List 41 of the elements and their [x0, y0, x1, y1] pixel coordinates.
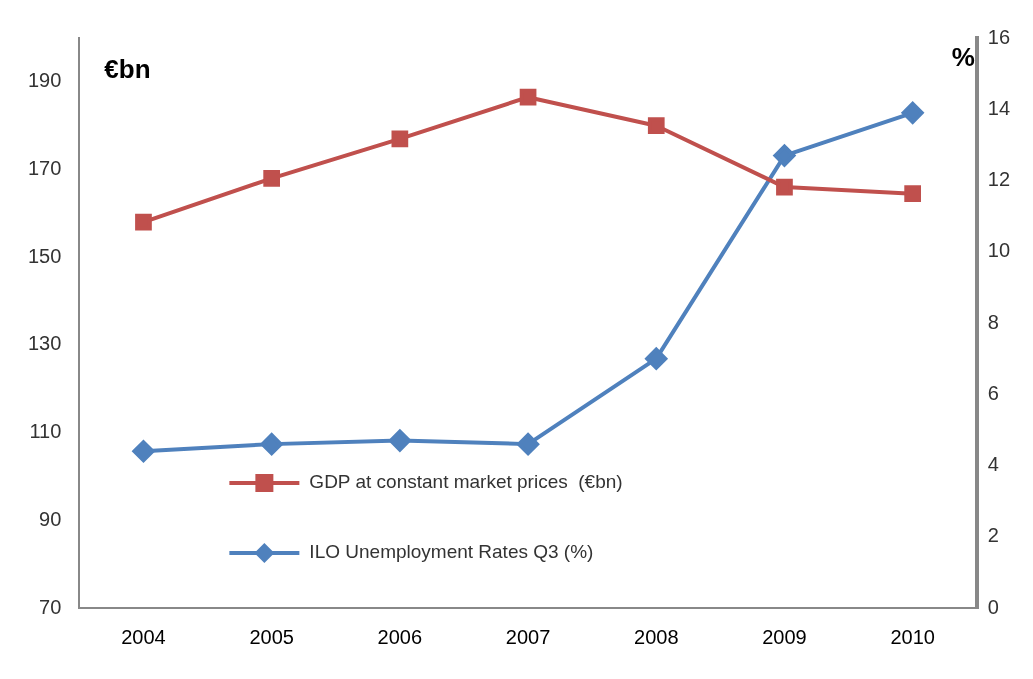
y-tick-label: 130	[27, 332, 62, 355]
y-tick-label: 90	[39, 507, 62, 530]
point	[647, 117, 665, 135]
point	[517, 433, 540, 456]
x-tick-label: 2004	[121, 625, 166, 648]
point	[388, 429, 411, 452]
y2-tick-label: 2	[987, 524, 999, 547]
point	[519, 88, 537, 106]
y-tick-label: 190	[27, 69, 62, 92]
point	[263, 169, 281, 187]
legend-label: ILO Unemployment Rates Q3 (%)	[309, 541, 594, 563]
x-tick-label: 2005	[249, 625, 294, 648]
y2-tick-label: 8	[987, 310, 999, 333]
point	[901, 101, 924, 124]
y2-tick-label: 14	[987, 96, 1010, 119]
y2-tick-label: 10	[987, 239, 1010, 262]
y2-tick-label: 16	[987, 25, 1010, 48]
point	[776, 178, 793, 196]
x-tick-label: 2008	[634, 625, 679, 648]
y-axis-title: €bn	[104, 54, 151, 85]
x-tick-label: 2007	[505, 625, 551, 648]
point	[904, 185, 922, 203]
point	[260, 433, 283, 456]
point	[132, 440, 155, 463]
y2-tick-label: 0	[987, 595, 999, 618]
point	[135, 213, 152, 231]
y-tick-label: 170	[27, 157, 62, 180]
y-tick-label: 150	[27, 244, 62, 267]
y2-axis-title: %	[951, 42, 975, 73]
y-tick-label: 110	[29, 420, 62, 443]
x-tick-label: 2010	[890, 625, 935, 648]
point	[645, 347, 668, 370]
y2-tick-label: 6	[987, 381, 999, 404]
x-tick-label: 2006	[377, 625, 423, 648]
y2-tick-label: 12	[987, 168, 1010, 191]
y2-tick-label: 4	[987, 453, 999, 476]
y-tick-label: 70	[39, 595, 62, 618]
point	[391, 130, 409, 148]
x-tick-label: 2009	[762, 625, 807, 648]
point	[773, 144, 796, 167]
legend-label: GDP at constant market prices (€bn)	[309, 471, 623, 493]
